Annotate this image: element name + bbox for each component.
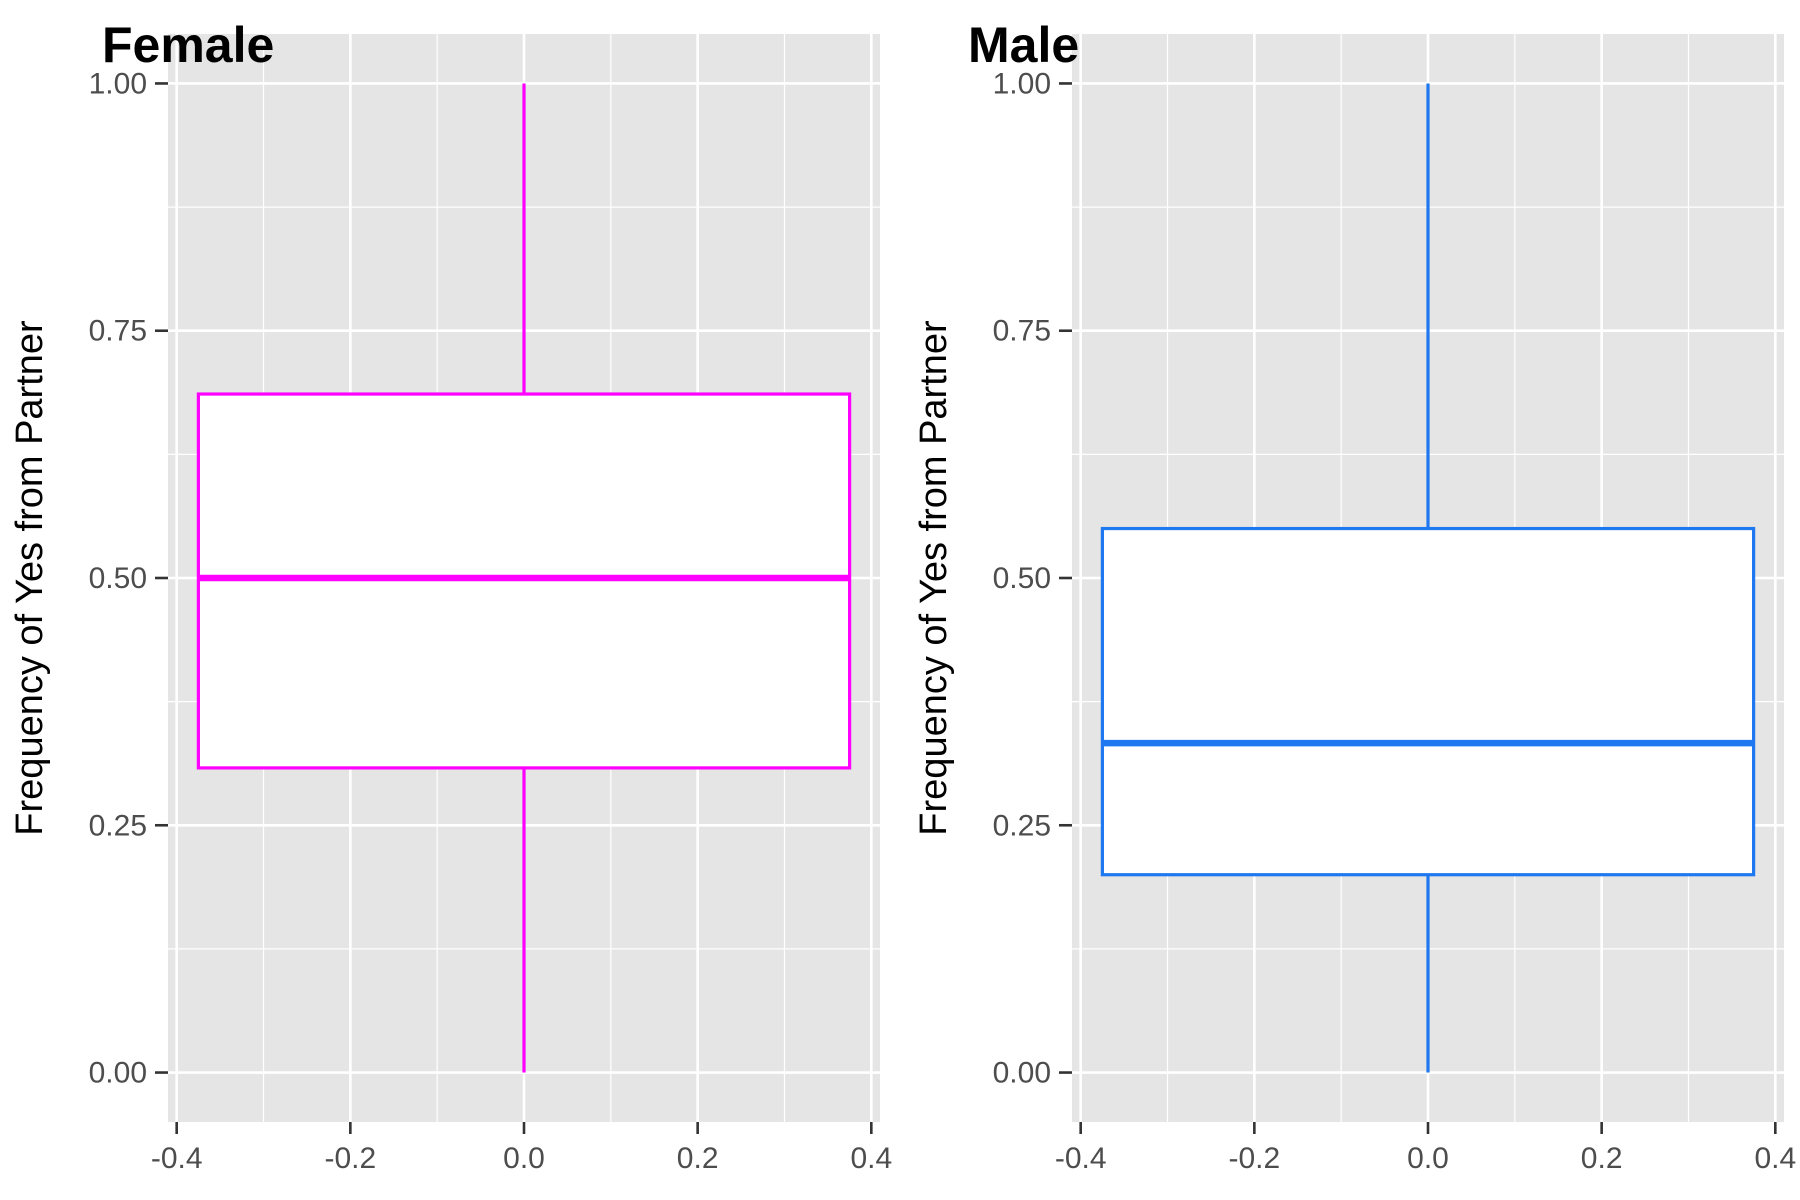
x-tick-label: -0.2: [324, 1142, 376, 1175]
x-tick-label: 0.4: [1754, 1142, 1796, 1175]
x-tick-label: 0.2: [677, 1142, 719, 1175]
box-iqr: [1100, 526, 1756, 877]
x-tick-label: 0.0: [1407, 1142, 1449, 1175]
y-tick-label: 1.00: [993, 67, 1051, 100]
y-tick-label: 0.75: [993, 315, 1051, 348]
x-tick-label: -0.2: [1228, 1142, 1280, 1175]
x-tick-label: -0.4: [151, 1142, 203, 1175]
y-tick-label: 0.25: [89, 809, 147, 842]
panel-male: 0.00 0.25 0.50 0.75 1.00 -0.4 -0.2 0.0 0.2 0.4 Fre…: [913, 17, 1796, 1175]
y-tick-label: 0.75: [89, 315, 147, 348]
x-tick-label: 0.0: [503, 1142, 545, 1175]
y-tick-label: 1.00: [89, 67, 147, 100]
panel-title: Male: [968, 17, 1079, 73]
panel-female: 0.00 0.25 0.50 0.75 1.00 -0.4 -0.2 0.0 0.2 0.4 Fre…: [9, 17, 892, 1175]
y-axis-title: Frequency of Yes from Partner: [913, 320, 955, 836]
y-tick-label: 0.50: [89, 562, 147, 595]
y-tick-label: 0.25: [993, 809, 1051, 842]
y-axis-title: Frequency of Yes from Partner: [9, 320, 51, 836]
x-tick-label: 0.2: [1581, 1142, 1623, 1175]
y-tick-label: 0.00: [993, 1057, 1051, 1090]
x-tick-label: 0.4: [850, 1142, 892, 1175]
x-tick-label: -0.4: [1055, 1142, 1107, 1175]
y-tick-label: 0.00: [89, 1057, 147, 1090]
panel-title: Female: [102, 17, 274, 73]
y-tick-label: 0.50: [993, 562, 1051, 595]
